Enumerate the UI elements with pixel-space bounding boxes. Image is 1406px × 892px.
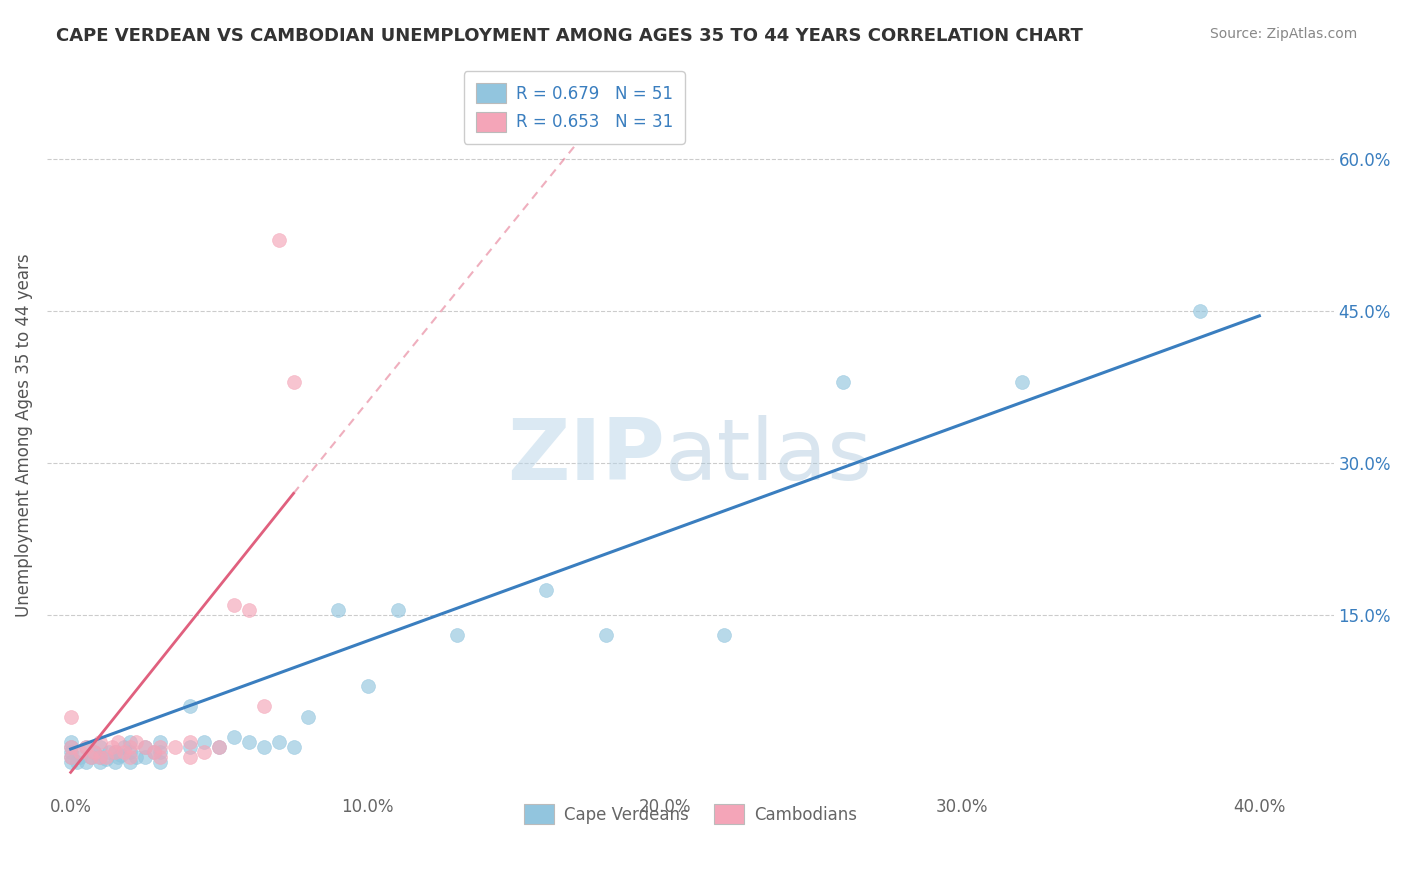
Point [89,750,111,764]
Point [142,745,165,759]
Point [80,750,103,764]
Point [134,750,156,764]
Point [179,739,201,754]
Point [107,750,129,764]
Point [149,756,172,770]
Point [149,735,172,749]
Point [179,699,201,714]
Point [96,752,118,766]
Y-axis label: Unemployment Among Ages 35 to 44 years: Unemployment Among Ages 35 to 44 years [15,253,32,617]
Point [65,756,87,770]
Point [120,735,142,749]
Point [59,750,82,764]
Point [104,745,127,759]
Point [83,745,105,759]
Point [59,735,82,749]
Point [142,745,165,759]
Point [134,739,156,754]
Point [89,739,111,754]
Point [101,739,124,754]
Point [193,745,215,759]
Point [104,745,127,759]
Point [179,735,201,749]
Point [253,699,276,714]
Point [120,756,142,770]
Point [59,745,82,759]
Point [297,709,319,723]
Point [179,750,201,764]
Point [89,750,111,764]
Point [283,375,305,389]
Point [595,628,617,642]
Point [75,739,97,754]
Point [110,748,132,763]
Point [96,750,118,764]
Text: Source: ZipAtlas.com: Source: ZipAtlas.com [1209,27,1357,41]
Point [713,628,735,642]
Point [267,233,290,247]
Point [208,739,231,754]
Point [98,745,121,759]
Point [69,750,91,764]
Point [59,739,82,754]
Point [224,730,246,744]
Point [163,739,186,754]
Point [80,750,103,764]
Point [125,735,148,749]
Point [149,739,172,754]
Point [59,739,82,754]
Point [267,735,290,749]
Point [357,679,380,693]
Point [89,735,111,749]
Point [253,739,276,754]
Point [149,750,172,764]
Legend: Cape Verdeans, Cambodians: Cape Verdeans, Cambodians [513,794,866,834]
Point [89,756,111,770]
Point [134,739,156,754]
Point [69,745,91,759]
Point [59,709,82,723]
Point [59,756,82,770]
Point [104,756,127,770]
Point [107,735,129,749]
Point [149,745,172,759]
Point [193,735,215,749]
Point [1011,375,1033,389]
Point [224,598,246,612]
Point [120,739,142,754]
Text: ZIP: ZIP [506,415,665,498]
Point [112,739,135,754]
Point [326,603,349,617]
Point [125,750,148,764]
Point [534,582,557,597]
Point [283,739,305,754]
Text: CAPE VERDEAN VS CAMBODIAN UNEMPLOYMENT AMONG AGES 35 TO 44 YEARS CORRELATION CHA: CAPE VERDEAN VS CAMBODIAN UNEMPLOYMENT A… [56,27,1083,45]
Point [446,628,468,642]
Text: atlas: atlas [665,415,873,498]
Point [832,375,855,389]
Point [120,745,142,759]
Point [1188,303,1211,318]
Point [238,603,260,617]
Point [120,750,142,764]
Point [59,750,82,764]
Point [112,745,135,759]
Point [75,756,97,770]
Point [208,739,231,754]
Point [83,745,105,759]
Point [75,739,97,754]
Point [238,735,260,749]
Point [387,603,409,617]
